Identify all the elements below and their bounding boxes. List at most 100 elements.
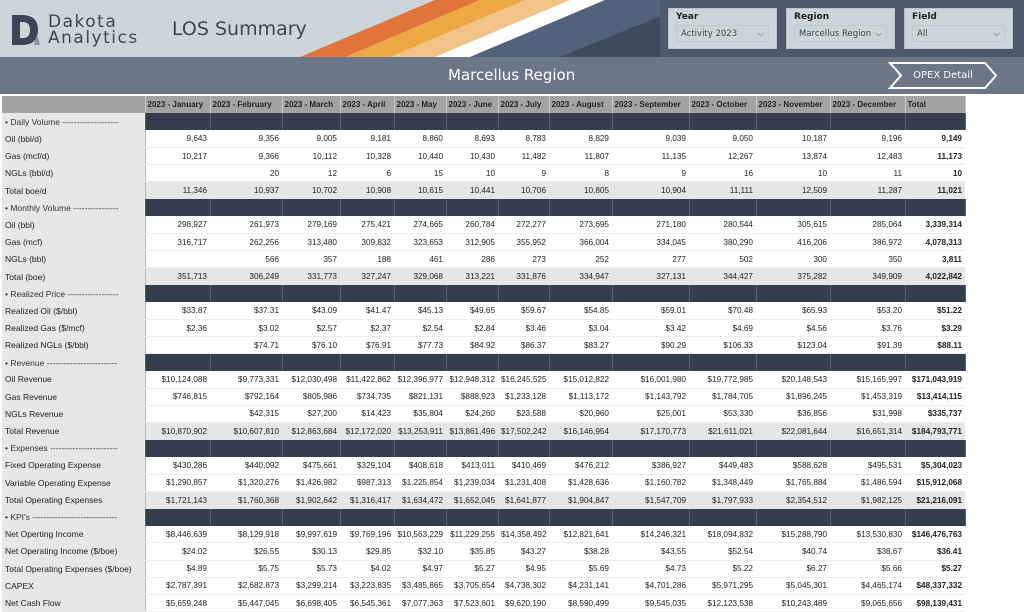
value-cell: 12,483 xyxy=(830,147,905,166)
value-cell: $76.91 xyxy=(340,336,394,355)
row-label[interactable]: • Daily Volume -------------------- xyxy=(2,113,146,131)
value-cell: 416,206 xyxy=(756,233,830,252)
value-cell: $25,001 xyxy=(612,405,689,424)
row-label: Fixed Operating Expense xyxy=(2,456,146,475)
value-cell: $386,927 xyxy=(612,456,689,475)
value-cell: 386,972 xyxy=(830,233,905,252)
value-cell: 10,440 xyxy=(394,147,446,166)
total-cell: 4,022,842 xyxy=(905,267,965,286)
value-cell: $5.22 xyxy=(689,560,756,578)
value-cell: $32.10 xyxy=(394,542,446,561)
column-header[interactable]: 2023 - December xyxy=(830,96,906,114)
value-cell: $15,012,822 xyxy=(549,371,612,389)
value-cell: $449,483 xyxy=(689,456,756,475)
value-cell: 334,947 xyxy=(549,267,612,286)
column-header[interactable]: 2023 - November xyxy=(756,96,831,114)
value-cell: $13,253,911 xyxy=(394,422,446,440)
table-row: NGLs (bbl) 566 357 188 461 286 273 252 277 502 300… xyxy=(2,250,965,269)
column-header[interactable]: 2023 - July xyxy=(498,96,550,114)
logo-text-2: Analytics xyxy=(48,28,139,48)
column-header[interactable]: 2023 - September xyxy=(612,96,690,114)
total-cell: $15,912,068 xyxy=(905,474,965,492)
value-cell: 312,905 xyxy=(446,233,498,252)
value-cell xyxy=(340,285,395,303)
column-header[interactable]: 2023 - August xyxy=(549,96,613,114)
total-cell: 3,811 xyxy=(905,250,965,269)
value-cell: 344,427 xyxy=(689,267,756,286)
value-cell xyxy=(446,285,499,303)
value-cell: 331,876 xyxy=(498,267,549,286)
value-cell: $2,354,512 xyxy=(756,491,830,509)
value-cell: 20 xyxy=(210,164,282,183)
chevron-down-icon: ⌵ xyxy=(993,28,1000,39)
total-row: Total Revenue $10,870,902 $10,607,810 $12,8… xyxy=(2,422,965,440)
table-row: Net Operting Income $8,446,639 $8,129,918 $… xyxy=(2,525,965,544)
column-header[interactable]: 2023 - March xyxy=(282,96,341,114)
value-cell: $19,772,985 xyxy=(689,371,756,389)
region-value: Marcellus Region xyxy=(799,28,872,39)
value-cell: $74.71 xyxy=(210,336,282,355)
column-header[interactable]: 2023 - February xyxy=(210,96,283,114)
row-label[interactable]: • Monthly Volume ---------------- xyxy=(2,199,146,217)
row-label[interactable]: • KPI's ------------------------------ xyxy=(2,508,146,526)
row-label[interactable]: • Revenue ------------------------- xyxy=(2,353,146,371)
value-cell: $5.66 xyxy=(830,560,905,578)
region-slicer[interactable]: Region Marcellus Region ⌵ xyxy=(786,8,895,49)
value-cell: 15 xyxy=(394,164,446,183)
value-cell: $12,030,498 xyxy=(282,371,340,389)
year-value: Activity 2023 xyxy=(681,28,738,39)
value-cell: $11,422,862 xyxy=(340,371,394,389)
value-cell: $1,426,982 xyxy=(282,474,340,492)
value-cell xyxy=(498,353,550,371)
value-cell: $2,682,873 xyxy=(210,577,282,595)
row-label[interactable]: • Realized Price ------------------ xyxy=(2,285,146,303)
column-header[interactable]: 2023 - January xyxy=(145,96,211,114)
value-cell xyxy=(830,439,906,457)
value-cell: 8,829 xyxy=(549,130,612,149)
value-cell xyxy=(498,199,550,217)
value-cell: 10,904 xyxy=(612,181,689,200)
value-cell: $6,545,361 xyxy=(340,594,394,612)
value-cell: $1,652,045 xyxy=(446,491,498,509)
row-label[interactable]: • Expenses ------------------------ xyxy=(2,439,146,457)
value-cell: 9 xyxy=(498,164,549,183)
field-dropdown[interactable]: All ⌵ xyxy=(912,25,1005,42)
value-cell: $26.55 xyxy=(210,542,282,561)
year-slicer[interactable]: Year Activity 2023 ⌵ xyxy=(668,8,777,49)
value-cell xyxy=(549,285,613,303)
value-cell: 11,346 xyxy=(145,181,210,200)
value-cell: 286 xyxy=(446,250,498,269)
value-cell: $106.33 xyxy=(689,336,756,355)
value-cell: $588,628 xyxy=(756,456,830,475)
value-cell: 271,180 xyxy=(612,216,689,235)
value-cell: $30.13 xyxy=(282,542,340,561)
value-cell xyxy=(282,353,341,371)
total-cell: $51.22 xyxy=(905,302,965,320)
value-cell xyxy=(210,113,283,131)
field-slicer[interactable]: Field All ⌵ xyxy=(904,8,1013,49)
value-cell: $475,661 xyxy=(282,456,340,475)
value-cell xyxy=(446,439,499,457)
value-cell: $43.27 xyxy=(498,542,549,561)
value-cell: $54.85 xyxy=(549,302,612,320)
value-cell: $1,113,172 xyxy=(549,388,612,406)
value-cell: $14,358,492 xyxy=(498,525,549,544)
value-cell: $1,760,368 xyxy=(210,491,282,509)
value-cell: $76.10 xyxy=(282,336,340,355)
region-dropdown[interactable]: Marcellus Region ⌵ xyxy=(794,25,887,42)
value-cell: $15,165,997 xyxy=(830,371,905,389)
value-cell: 11,111 xyxy=(689,181,756,200)
column-header[interactable]: 2023 - October xyxy=(689,96,757,114)
value-cell: $10,607,810 xyxy=(210,422,282,440)
column-header[interactable]: 2023 - May xyxy=(394,96,447,114)
value-cell: $9,620,190 xyxy=(498,594,549,612)
value-cell: $42,315 xyxy=(210,405,282,424)
value-cell: 9,181 xyxy=(340,130,394,149)
value-cell: $5.73 xyxy=(282,560,340,578)
column-header[interactable]: 2023 - June xyxy=(446,96,499,114)
table-row: Oil (bbl) 298,927 261,973 279,169 275,421 274… xyxy=(2,216,965,235)
column-header[interactable]: 2023 - April xyxy=(340,96,395,114)
column-header[interactable]: Total xyxy=(905,96,966,114)
year-dropdown[interactable]: Activity 2023 ⌵ xyxy=(676,25,769,42)
opex-detail-button[interactable]: OPEX Detail xyxy=(887,62,998,89)
